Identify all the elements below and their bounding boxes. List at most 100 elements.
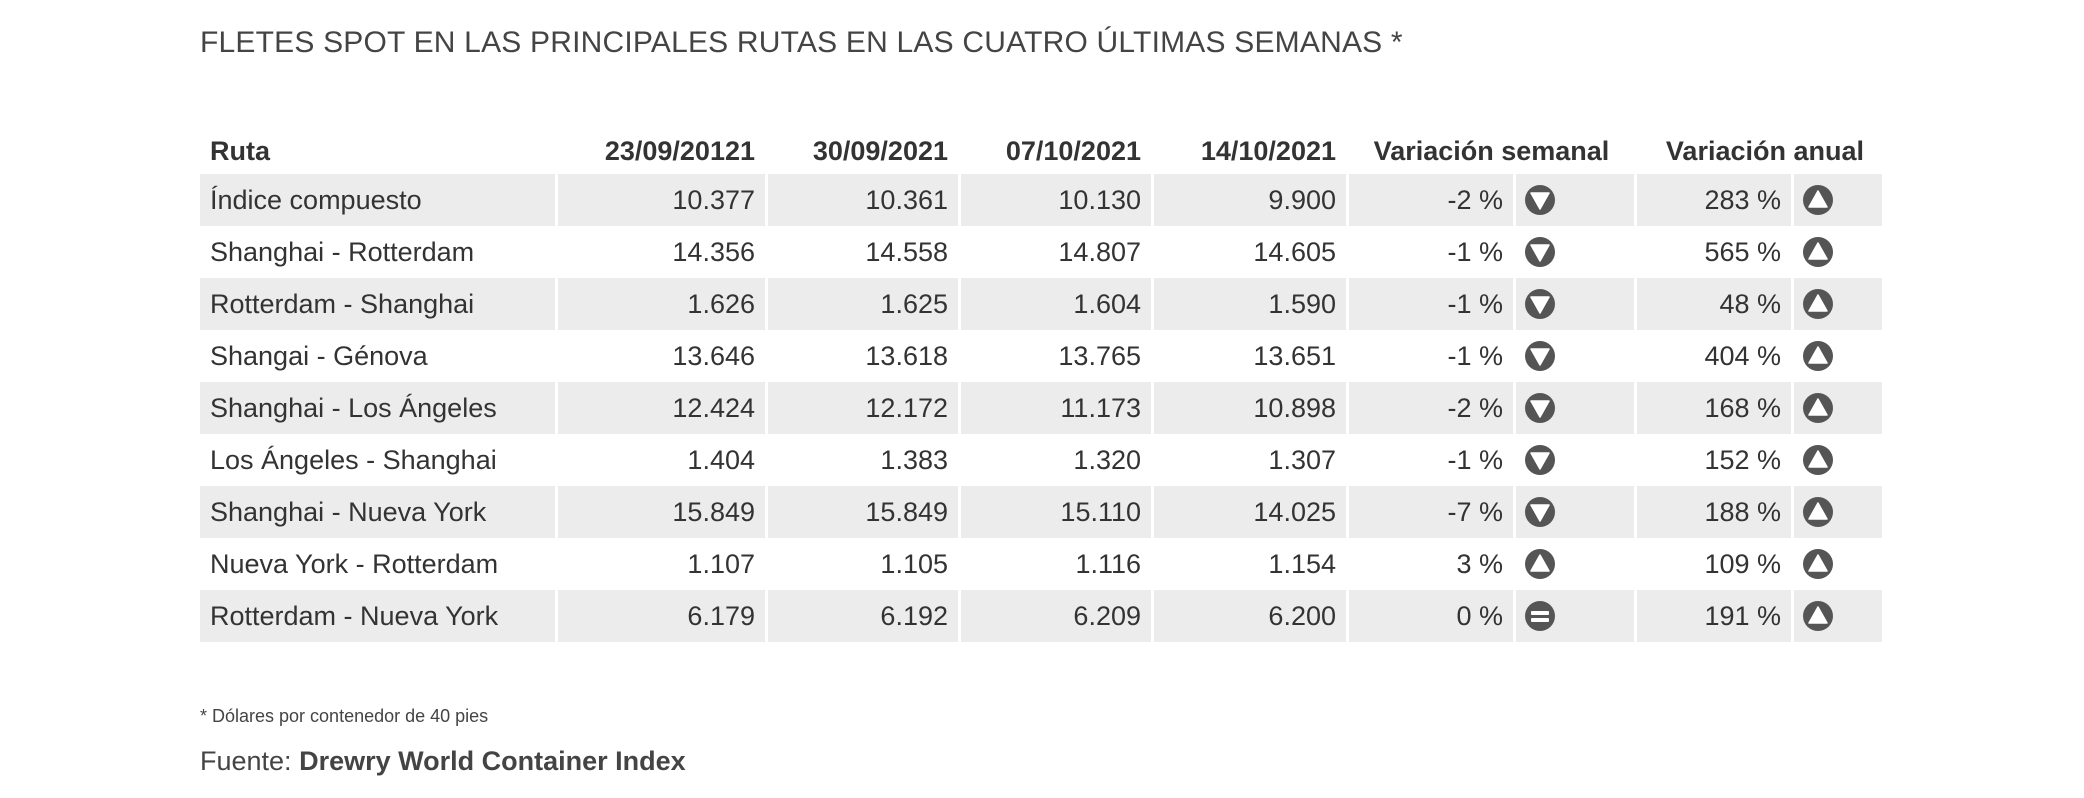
triangle-up-icon	[1802, 444, 1834, 476]
cell-annual-variation: 188 %	[1637, 486, 1791, 538]
cell-week2: 10.361	[768, 174, 958, 226]
cell-week1: 14.356	[558, 226, 765, 278]
header-route: Ruta	[210, 135, 270, 166]
source-label: Fuente:	[200, 746, 292, 776]
weekly-trend-cell	[1516, 226, 1634, 278]
annual-trend-cell	[1794, 434, 1882, 486]
cell-weekly-variation: -2 %	[1349, 382, 1513, 434]
table-row: Nueva York - Rotterdam 1.107 1.105 1.116 1.1…	[200, 538, 1882, 590]
triangle-up-icon	[1802, 288, 1834, 320]
annual-trend-cell	[1794, 382, 1882, 434]
cell-week4: 13.651	[1154, 330, 1346, 382]
cell-route: Índice compuesto	[200, 174, 555, 226]
weekly-trend-cell	[1516, 174, 1634, 226]
cell-annual-variation: 283 %	[1637, 174, 1791, 226]
table-row: Shangai - Génova 13.646 13.618 13.765 13.651…	[200, 330, 1882, 382]
triangle-up-icon	[1802, 548, 1834, 580]
cell-weekly-variation: 0 %	[1349, 590, 1513, 642]
cell-week1: 1.107	[558, 538, 765, 590]
cell-week2: 15.849	[768, 486, 958, 538]
cell-weekly-variation: -2 %	[1349, 174, 1513, 226]
weekly-trend-cell	[1516, 382, 1634, 434]
triangle-down-icon	[1524, 236, 1556, 268]
cell-week1: 1.404	[558, 434, 765, 486]
table-row: Shanghai - Nueva York 15.849 15.849 15.110 1…	[200, 486, 1882, 538]
table-row: Shanghai - Rotterdam 14.356 14.558 14.807 14…	[200, 226, 1882, 278]
cell-route: Rotterdam - Nueva York	[200, 590, 555, 642]
cell-route: Shangai - Génova	[200, 330, 555, 382]
cell-annual-variation: 152 %	[1637, 434, 1791, 486]
cell-week1: 12.424	[558, 382, 765, 434]
cell-week4: 14.025	[1154, 486, 1346, 538]
cell-annual-variation: 48 %	[1637, 278, 1791, 330]
cell-week4: 1.590	[1154, 278, 1346, 330]
cell-week3: 1.320	[961, 434, 1151, 486]
cell-week4: 1.154	[1154, 538, 1346, 590]
header-week1: 23/09/20121	[604, 135, 755, 166]
annual-trend-cell	[1794, 174, 1882, 226]
weekly-trend-cell	[1516, 538, 1634, 590]
cell-week3: 10.130	[961, 174, 1151, 226]
table-header-row: Ruta 23/09/20121 30/09/2021 07/10/2021 1…	[200, 128, 1882, 174]
cell-weekly-variation: -7 %	[1349, 486, 1513, 538]
cell-week2: 1.625	[768, 278, 958, 330]
table-body: Índice compuesto 10.377 10.361 10.130 9.900-…	[200, 174, 1882, 642]
cell-week2: 12.172	[768, 382, 958, 434]
cell-weekly-variation: -1 %	[1349, 226, 1513, 278]
annual-trend-cell	[1794, 486, 1882, 538]
cell-week4: 10.898	[1154, 382, 1346, 434]
table-row: Rotterdam - Shanghai 1.626 1.625 1.604 1.590…	[200, 278, 1882, 330]
source-line: Fuente: Drewry World Container Index	[200, 746, 686, 777]
header-week4: 14/10/2021	[1200, 135, 1336, 166]
triangle-down-icon	[1524, 392, 1556, 424]
cell-week3: 6.209	[961, 590, 1151, 642]
cell-annual-variation: 109 %	[1637, 538, 1791, 590]
cell-route: Los Ángeles - Shanghai	[200, 434, 555, 486]
cell-week1: 15.849	[558, 486, 765, 538]
cell-week2: 14.558	[768, 226, 958, 278]
freight-rates-table: Ruta 23/09/20121 30/09/2021 07/10/2021 1…	[197, 128, 1885, 642]
cell-weekly-variation: 3 %	[1349, 538, 1513, 590]
cell-weekly-variation: -1 %	[1349, 434, 1513, 486]
weekly-trend-cell	[1516, 486, 1634, 538]
triangle-up-icon	[1802, 236, 1834, 268]
cell-week4: 14.605	[1154, 226, 1346, 278]
cell-week4: 6.200	[1154, 590, 1346, 642]
cell-route: Shanghai - Nueva York	[200, 486, 555, 538]
triangle-up-icon	[1802, 600, 1834, 632]
triangle-down-icon	[1524, 496, 1556, 528]
cell-week3: 14.807	[961, 226, 1151, 278]
cell-week3: 1.604	[961, 278, 1151, 330]
cell-week4: 1.307	[1154, 434, 1346, 486]
header-week2: 30/09/2021	[812, 135, 948, 166]
table-row: Shanghai - Los Ángeles 12.424 12.172 11.173…	[200, 382, 1882, 434]
cell-weekly-variation: -1 %	[1349, 330, 1513, 382]
triangle-up-icon	[1802, 340, 1834, 372]
cell-week1: 10.377	[558, 174, 765, 226]
cell-weekly-variation: -1 %	[1349, 278, 1513, 330]
table-row: Rotterdam - Nueva York 6.179 6.192 6.209 6.2…	[200, 590, 1882, 642]
cell-route: Shanghai - Los Ángeles	[200, 382, 555, 434]
table-row: Los Ángeles - Shanghai 1.404 1.383 1.320 1.3…	[200, 434, 1882, 486]
header-annual-variation: Variación anual	[1665, 135, 1864, 166]
cell-annual-variation: 565 %	[1637, 226, 1791, 278]
triangle-up-icon	[1524, 548, 1556, 580]
triangle-down-icon	[1524, 288, 1556, 320]
table-row: Índice compuesto 10.377 10.361 10.130 9.900-…	[200, 174, 1882, 226]
annual-trend-cell	[1794, 590, 1882, 642]
cell-annual-variation: 191 %	[1637, 590, 1791, 642]
cell-annual-variation: 168 %	[1637, 382, 1791, 434]
cell-week3: 15.110	[961, 486, 1151, 538]
annual-trend-cell	[1794, 538, 1882, 590]
cell-week2: 1.105	[768, 538, 958, 590]
cell-route: Rotterdam - Shanghai	[200, 278, 555, 330]
cell-annual-variation: 404 %	[1637, 330, 1791, 382]
annual-trend-cell	[1794, 226, 1882, 278]
cell-week1: 6.179	[558, 590, 765, 642]
triangle-down-icon	[1524, 340, 1556, 372]
cell-week3: 1.116	[961, 538, 1151, 590]
source-name: Drewry World Container Index	[299, 746, 686, 776]
triangle-down-icon	[1524, 184, 1556, 216]
weekly-trend-cell	[1516, 434, 1634, 486]
cell-week1: 1.626	[558, 278, 765, 330]
